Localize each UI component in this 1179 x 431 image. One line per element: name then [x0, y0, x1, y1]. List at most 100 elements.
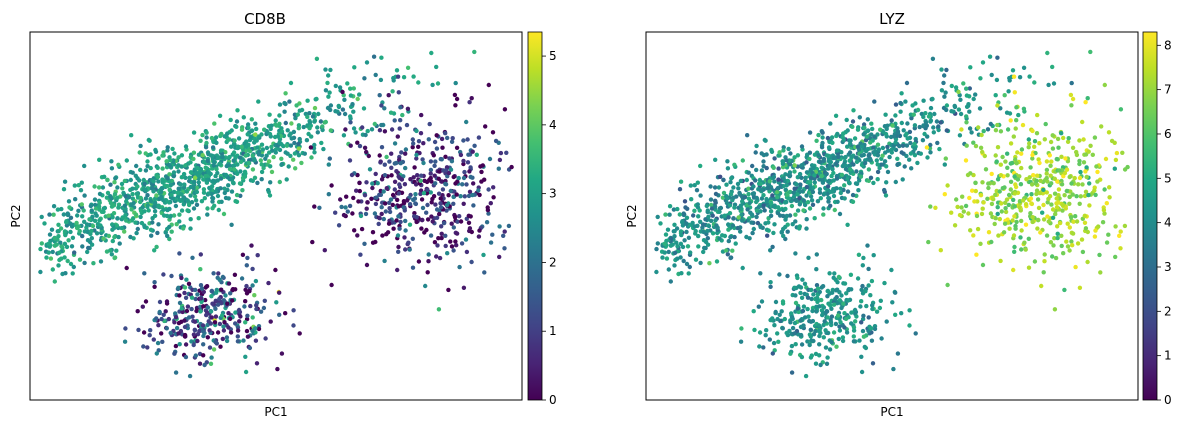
scatter-point — [88, 203, 94, 209]
scatter-point — [214, 166, 219, 172]
scatter-point — [986, 185, 991, 191]
scatter-point — [242, 304, 247, 309]
scatter-point — [742, 194, 748, 200]
scatter-point — [901, 128, 906, 133]
scatter-point — [933, 205, 938, 210]
scatter-point — [351, 126, 357, 131]
scatter-point — [287, 99, 292, 104]
scatter-point — [718, 174, 723, 179]
scatter-point — [1066, 136, 1071, 141]
scatter-point — [1026, 236, 1032, 241]
scatter-point — [98, 259, 104, 264]
scatter-point — [775, 189, 780, 195]
scatter-point — [352, 228, 357, 233]
scatter-point — [717, 236, 722, 241]
scatter-point — [1060, 202, 1066, 208]
scatter-point — [229, 144, 234, 149]
scatter-point — [1069, 181, 1074, 186]
scatter-point — [464, 182, 469, 187]
scatter-point — [94, 231, 100, 236]
scatter-point — [351, 109, 356, 114]
scatter-point — [197, 361, 203, 366]
scatter-point — [200, 323, 206, 328]
scatter-point — [1055, 136, 1061, 142]
scatter-point — [1030, 219, 1035, 225]
scatter-point — [1014, 118, 1019, 123]
scatter-point — [1080, 182, 1085, 187]
scatter-point — [1095, 179, 1100, 184]
scatter-point — [377, 192, 382, 197]
scatter-point — [1045, 200, 1050, 205]
scatter-point — [353, 130, 358, 135]
scatter-point — [157, 299, 163, 305]
scatter-point — [1085, 259, 1090, 265]
scatter-point — [124, 218, 129, 223]
scatter-point — [389, 173, 394, 178]
scatter-point — [977, 106, 983, 111]
scatter-point — [1048, 240, 1054, 245]
scatter-point — [817, 289, 822, 295]
scatter-point — [477, 228, 482, 233]
scatter-point — [798, 318, 803, 323]
scatter-point — [764, 328, 769, 333]
scatter-point — [139, 220, 145, 226]
scatter-point — [880, 145, 886, 151]
scatter-point — [807, 150, 813, 155]
scatter-point — [328, 67, 333, 73]
scatter-point — [842, 281, 848, 286]
scatter-point — [440, 145, 445, 150]
scatter-point — [82, 219, 87, 224]
scatter-point — [429, 179, 434, 184]
scatter-point — [1034, 188, 1040, 193]
scatter-point — [249, 117, 254, 122]
scatter-point — [985, 127, 991, 132]
scatter-point — [662, 250, 667, 255]
scatter-point — [123, 206, 128, 212]
scatter-point — [336, 223, 342, 228]
scatter-point — [252, 158, 257, 163]
scatter-point — [802, 315, 808, 320]
scatter-point — [924, 123, 929, 128]
scatter-point — [173, 311, 178, 316]
scatter-point — [918, 151, 923, 156]
scatter-point — [244, 283, 249, 289]
scatter-point — [943, 90, 948, 95]
scatter-point — [120, 215, 125, 220]
scatter-point — [239, 127, 245, 132]
scatter-point — [1050, 207, 1056, 212]
scatter-point — [165, 148, 170, 153]
scatter-point — [844, 330, 850, 335]
colorbar-tick-label: 4 — [549, 118, 557, 132]
scatter-point — [100, 185, 106, 190]
scatter-point — [731, 185, 736, 190]
scatter-point — [390, 202, 395, 208]
scatter-point — [115, 195, 120, 200]
scatter-point — [1045, 214, 1050, 219]
scatter-point — [989, 239, 994, 245]
scatter-point — [179, 153, 185, 158]
scatter-point — [871, 145, 876, 150]
scatter-point — [854, 169, 859, 174]
scatter-point — [164, 159, 169, 164]
scatter-point — [218, 344, 223, 349]
scatter-point — [436, 236, 441, 241]
scatter-point — [101, 209, 106, 214]
scatter-point — [964, 93, 970, 98]
scatter-point — [1021, 198, 1026, 203]
scatter-point — [840, 163, 845, 169]
scatter-point — [486, 82, 491, 88]
scatter-point — [758, 187, 763, 192]
scatter-point — [1106, 130, 1112, 135]
scatter-point — [204, 312, 209, 318]
scatter-point — [1007, 226, 1012, 231]
scatter-point — [365, 200, 370, 205]
scatter-point — [296, 153, 302, 158]
scatter-point — [134, 163, 139, 169]
scatter-point — [788, 351, 793, 356]
scatter-point — [767, 179, 772, 184]
scatter-point — [893, 140, 898, 145]
scatter-point — [1012, 244, 1017, 250]
scatter-point — [112, 192, 118, 197]
scatter-point — [1081, 137, 1086, 142]
scatter-point — [413, 192, 418, 197]
